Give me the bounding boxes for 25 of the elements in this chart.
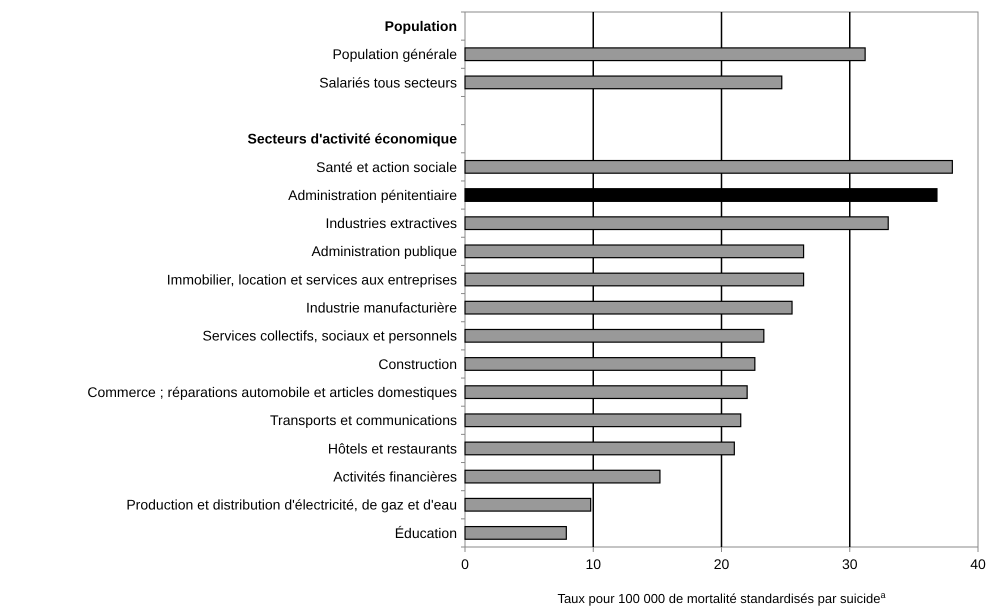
x-axis-title: Taux pour 100 000 de mortalité standardisés par suicide$^{a}$ [557, 590, 886, 606]
y-tick-label: Production et distribution d'électricité, de gaz et d'eau [126, 496, 457, 513]
y-tick-label: Immobilier, location et services aux entreprises [166, 271, 457, 288]
y-tick-label: Éducation [394, 524, 457, 541]
y-tick-label: Population générale [332, 46, 458, 62]
y-tick-label: Industries extractives [326, 215, 457, 232]
x-tick-label: 40 [970, 556, 986, 572]
x-tick-label: 0 [461, 556, 470, 572]
y-tick-label: Secteurs d'activité économique [247, 130, 458, 147]
x-tick-label: 20 [714, 556, 730, 572]
y-tick-label: Transports et communications [270, 412, 457, 428]
y-tick-label: Administration publique [311, 243, 458, 260]
y-tick-label: Salariés tous secteurs [319, 74, 457, 90]
y-tick-label: Commerce ; réparations automobile et articles domestiques [87, 384, 457, 400]
y-tick-label: Hôtels et restaurants [328, 440, 457, 456]
y-tick-label: Santé et action sociale [316, 158, 458, 175]
y-tick-label: Industrie manufacturière [306, 300, 458, 316]
y-tick-label: Construction [378, 356, 457, 372]
x-tick-label: 10 [585, 556, 602, 572]
y-tick-label: Population [384, 18, 457, 34]
bar [464, 526, 567, 540]
y-tick-label: Services collectifs, sociaux et personnels [202, 328, 457, 344]
x-tick-label: 30 [842, 556, 858, 572]
y-tick-label: Activités financières [333, 468, 457, 485]
y-tick-label: Administration pénitentiaire [288, 186, 458, 203]
